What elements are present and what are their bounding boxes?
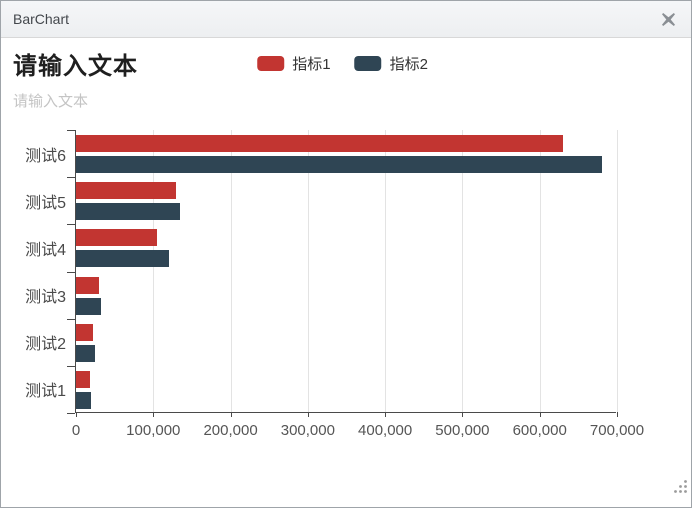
resize-grip-icon: [674, 480, 687, 493]
x-tick-mark: [539, 412, 541, 417]
legend-label-series1: 指标1: [292, 56, 331, 73]
category-label: 测试2: [25, 336, 66, 354]
category-label: 测试5: [25, 194, 66, 212]
x-axis-label: 700,000: [589, 422, 645, 439]
gridline: [153, 130, 155, 412]
bar-segment: [76, 203, 180, 221]
gridline: [385, 130, 387, 412]
x-tick-mark: [307, 412, 309, 417]
bar-segment: [76, 135, 563, 152]
x-axis-label: 100,000: [126, 422, 181, 439]
category-label: 测试4: [25, 241, 66, 259]
resize-grip[interactable]: [673, 479, 688, 499]
x-axis-label: 600,000: [512, 422, 567, 439]
chart-legend: 指标1 指标2: [257, 53, 428, 74]
y-tick-mark: [67, 365, 75, 367]
legend-item-series1[interactable]: 指标1: [257, 53, 331, 74]
x-axis-label: 0: [71, 422, 81, 439]
window-title: BarChart: [13, 11, 70, 27]
bar-segment: [76, 344, 96, 362]
bar-segment: [76, 391, 92, 409]
gridline: [617, 130, 618, 412]
y-tick-mark: [67, 271, 75, 273]
y-tick-mark: [67, 413, 75, 414]
category-label: 测试3: [25, 289, 66, 307]
y-tick-mark: [67, 224, 75, 226]
gridline: [230, 130, 232, 412]
close-icon: [661, 12, 675, 26]
category-label: 测试6: [25, 147, 66, 165]
x-tick-mark: [153, 412, 155, 417]
y-tick-mark: [67, 130, 75, 131]
plot-area: 0 100,000 200,000 300,000 400,000 500,000 600,…: [25, 130, 644, 439]
close-button[interactable]: [657, 8, 679, 30]
bar-segment: [76, 250, 169, 268]
gridline: [462, 130, 464, 412]
x-tick-mark: [462, 412, 464, 417]
y-tick-mark: [67, 177, 75, 179]
bar-segment: [76, 229, 158, 247]
gridline: [539, 130, 541, 412]
x-axis-label: 200,000: [203, 422, 258, 439]
legend-label-series2: 指标2: [389, 56, 428, 73]
category-label: 测试1: [25, 383, 66, 401]
window-titlebar: BarChart: [1, 1, 691, 38]
x-tick-mark: [617, 412, 618, 417]
gridline: [307, 130, 309, 412]
legend-swatch-series1: [257, 56, 285, 71]
x-tick-mark: [76, 412, 77, 417]
bar-segment: [76, 182, 177, 200]
legend-swatch-series2: [354, 56, 382, 71]
x-axis-label: 500,000: [435, 422, 490, 439]
y-tick-mark: [67, 318, 75, 320]
bar-segment: [76, 323, 93, 341]
chart-title: 请输入文本: [13, 53, 138, 80]
x-axis-label: 400,000: [358, 422, 413, 439]
chart-subtitle: 请输入文本: [13, 93, 89, 110]
bar-segment: [76, 276, 100, 294]
bar-segment: [76, 370, 90, 388]
x-axis-label: 300,000: [280, 422, 335, 439]
legend-item-series2[interactable]: 指标2: [354, 53, 428, 74]
x-tick-mark: [230, 412, 232, 417]
x-tick-mark: [385, 412, 387, 417]
bar-segment: [76, 156, 602, 173]
bar-segment: [76, 297, 101, 315]
chart-panel: 请输入文本 请输入文本 指标1 指标2 0 100,000 200,000 300,0…: [1, 38, 691, 507]
